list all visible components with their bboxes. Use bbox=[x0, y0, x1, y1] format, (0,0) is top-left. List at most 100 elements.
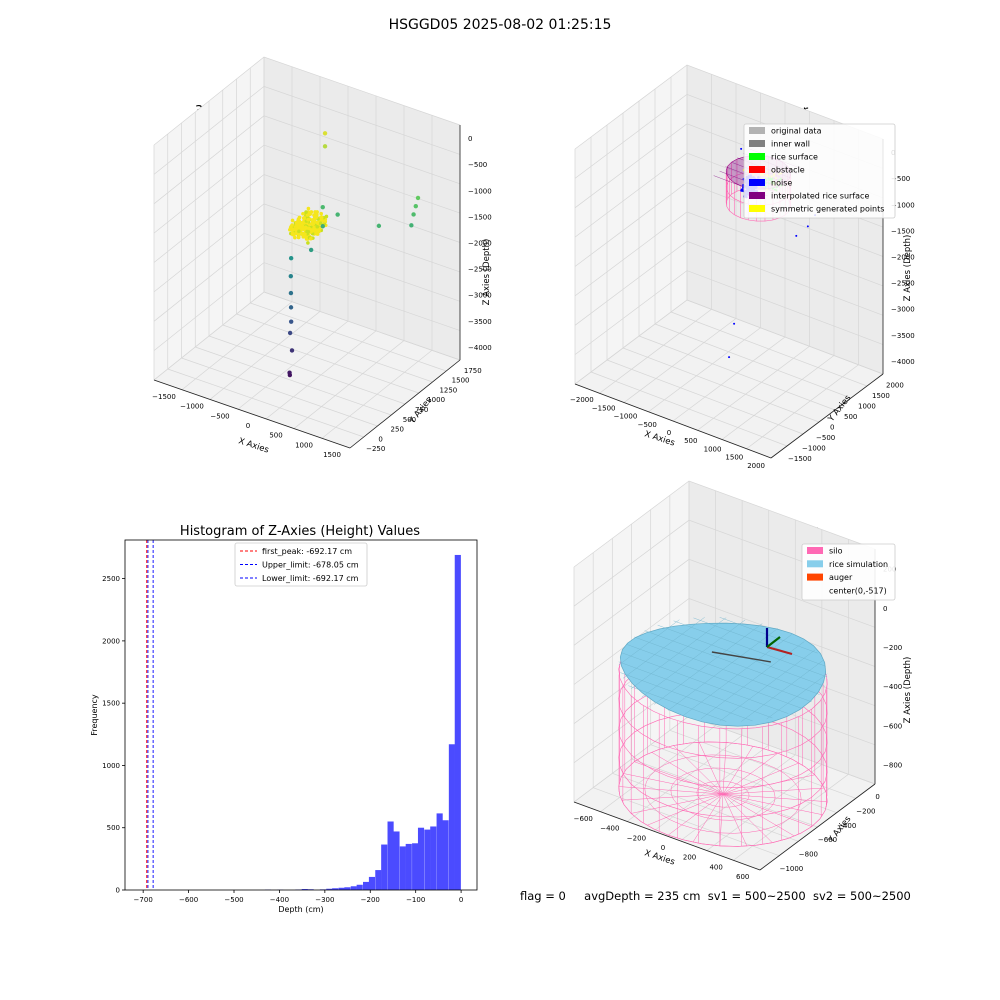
y-axis-label: Y Axies bbox=[407, 395, 435, 427]
z-tick-label: −3000 bbox=[891, 306, 915, 314]
x-tick-label: 0 bbox=[667, 429, 671, 437]
grid-line bbox=[153, 86, 461, 175]
x-tick-label: −2000 bbox=[570, 396, 594, 404]
legend-swatch bbox=[749, 179, 765, 186]
rice-mesh-line bbox=[622, 617, 705, 679]
z-tick-label: −4000 bbox=[891, 358, 915, 366]
figure-title: HSGGD05 2025-08-02 01:25:15 bbox=[388, 17, 612, 33]
y-tick-label: 1500 bbox=[452, 377, 470, 385]
grid-line bbox=[153, 56, 461, 146]
data-point bbox=[318, 221, 323, 226]
x-tick-label: 1000 bbox=[704, 445, 722, 453]
legend-label: obstacle bbox=[771, 166, 805, 175]
data-point bbox=[304, 210, 308, 214]
data-point bbox=[288, 305, 294, 310]
histogram-bar bbox=[454, 554, 461, 890]
x-tick-label: −1000 bbox=[614, 413, 638, 421]
data-point bbox=[302, 216, 307, 220]
legend-swatch bbox=[749, 140, 765, 147]
z-axis-label: Z Axies (Depth) bbox=[903, 657, 913, 724]
legend-label: rice simulation bbox=[829, 560, 888, 569]
data-point bbox=[315, 210, 319, 215]
x-axis-label: X Axies bbox=[643, 429, 676, 448]
noise-point bbox=[806, 225, 809, 228]
legend-label: Upper_limit: -678.05 cm bbox=[262, 561, 359, 570]
legend-swatch bbox=[807, 573, 823, 581]
x-tick-label: −600 bbox=[574, 815, 593, 823]
z-tick-label: −400 bbox=[883, 683, 902, 691]
histogram-bar bbox=[362, 881, 370, 890]
data-point bbox=[314, 231, 318, 236]
data-point bbox=[288, 290, 294, 296]
grid-line bbox=[623, 318, 737, 403]
legend-swatch bbox=[749, 153, 765, 160]
panel2-legend: original data inner wall rice surface obsta… bbox=[743, 123, 896, 219]
grid-line bbox=[746, 364, 859, 450]
x-tick-label: −200 bbox=[627, 834, 646, 842]
data-point bbox=[306, 241, 310, 245]
grid-line bbox=[153, 203, 461, 293]
x-axis-label: X Axies bbox=[237, 436, 270, 455]
y-tick-label: 2000 bbox=[886, 381, 904, 389]
data-point bbox=[312, 213, 316, 217]
y-tick-label: 1000 bbox=[102, 762, 120, 770]
rice-mesh-line bbox=[631, 617, 727, 689]
status-avg-depth: avgDepth = 235 cm bbox=[584, 889, 701, 903]
y-axis-line bbox=[349, 359, 461, 449]
x-tick-label: 200 bbox=[683, 854, 696, 862]
legend-label: center(0,-517) bbox=[829, 586, 887, 595]
histogram-bar bbox=[424, 829, 431, 890]
histogram-bar bbox=[387, 821, 394, 890]
y-tick-label: 0 bbox=[830, 423, 834, 431]
data-point bbox=[409, 223, 414, 228]
rice-mesh-line bbox=[668, 628, 778, 711]
noise-point bbox=[740, 147, 743, 150]
histogram-bar bbox=[332, 888, 339, 890]
y-tick-label: 1250 bbox=[439, 386, 457, 394]
y-tick-label: −600 bbox=[818, 836, 837, 844]
data-point bbox=[315, 220, 320, 225]
data-point bbox=[287, 372, 293, 378]
histogram-bar bbox=[405, 843, 412, 890]
legend-label: first_peak: -692.17 cm bbox=[262, 547, 352, 556]
y-axis-line bbox=[759, 783, 876, 871]
y-tick-label: 2500 bbox=[102, 575, 120, 583]
rice-mesh-line bbox=[641, 619, 746, 698]
data-point bbox=[305, 213, 310, 217]
data-point bbox=[296, 235, 301, 239]
x-tick-label: −500 bbox=[224, 896, 243, 904]
z-tick-label: −4000 bbox=[468, 344, 492, 352]
rice-mesh-line bbox=[700, 641, 805, 720]
grid-line bbox=[654, 323, 852, 399]
histogram-bar bbox=[417, 827, 425, 890]
data-point bbox=[322, 131, 328, 136]
data-point bbox=[296, 232, 301, 237]
x-tick-label: −1500 bbox=[592, 404, 616, 412]
data-point bbox=[287, 330, 293, 336]
data-point bbox=[319, 211, 324, 216]
silo-floor-ring bbox=[644, 754, 802, 834]
panel3-histogram: −700 −600 −500 −400 −300 −200 −100 0 0 500 1000 150… bbox=[90, 539, 478, 914]
y-tick-label: 1500 bbox=[102, 700, 120, 708]
status-flag: flag = 0 bbox=[520, 889, 566, 903]
legend-frame bbox=[801, 543, 896, 601]
grid-line bbox=[638, 335, 836, 411]
legend-swatch bbox=[807, 547, 823, 554]
x-axis-label: Depth (cm) bbox=[278, 905, 323, 914]
histogram-bar bbox=[430, 826, 437, 890]
z-tick-label: −3500 bbox=[468, 318, 492, 326]
grid-line bbox=[250, 302, 447, 372]
status-sv2: sv2 = 500~2500 bbox=[812, 889, 911, 903]
data-point bbox=[301, 232, 306, 237]
x-tick-label: −300 bbox=[315, 896, 334, 904]
silo-ring bbox=[618, 682, 828, 788]
rice-mesh-line bbox=[741, 660, 824, 722]
z-tick-label: −1500 bbox=[468, 213, 492, 221]
data-point bbox=[309, 236, 313, 241]
data-point bbox=[290, 223, 294, 227]
legend-label: original data bbox=[771, 127, 822, 136]
data-point bbox=[301, 220, 306, 225]
data-point bbox=[322, 144, 328, 149]
z-tick-label: −800 bbox=[883, 761, 902, 769]
grid-line bbox=[573, 558, 876, 646]
